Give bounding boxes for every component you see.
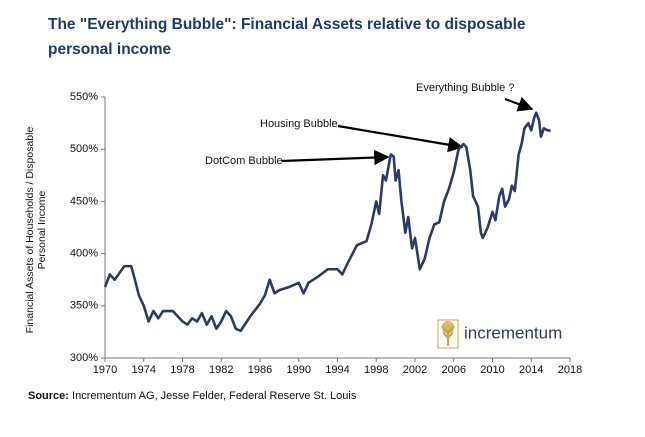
data-line — [103, 111, 551, 333]
y-tick-label: 300% — [70, 352, 98, 364]
arrow — [281, 149, 390, 166]
x-tick-label: 2018 — [558, 364, 582, 376]
x-tick-label: 2002 — [403, 364, 427, 376]
logo-text: incrementum — [464, 323, 562, 342]
logo: incrementum — [437, 319, 562, 349]
x-tick-label: 1998 — [364, 364, 388, 376]
source-label: Source: — [28, 390, 69, 402]
chart-title: The "Everything Bubble": Financial Asset… — [48, 16, 526, 58]
y-axis-label: Financial Assets of Households / Disposa… — [24, 126, 48, 334]
x-tick-label: 2006 — [442, 364, 466, 376]
source: Source: Incrementum AG, Jesse Felder, Fe… — [28, 390, 356, 402]
x-tick-label: 1982 — [209, 364, 233, 376]
annotation: Everything Bubble ? — [416, 82, 514, 94]
x-tick-label: 1986 — [248, 364, 272, 376]
x-tick-label: 1974 — [132, 364, 156, 376]
x-tick-label: 2014 — [519, 364, 543, 376]
x-tick-label: 1978 — [170, 364, 194, 376]
arrow — [504, 96, 534, 112]
x-tick-label: 1970 — [93, 364, 117, 376]
source-text: Incrementum AG, Jesse Felder, Federal Re… — [72, 390, 357, 402]
annotation: Housing Bubble — [260, 118, 338, 130]
x-tick-label: 2010 — [480, 364, 504, 376]
y-tick-label: 550% — [70, 91, 98, 103]
y-tick-label: 500% — [70, 143, 98, 155]
arrow — [337, 124, 464, 153]
x-tick-label: 1994 — [325, 364, 349, 376]
y-tick-label: 350% — [70, 300, 98, 312]
logo-crown — [442, 321, 454, 333]
annotation: DotCom Bubble — [205, 155, 283, 167]
y-tick-label: 450% — [70, 195, 98, 207]
y-tick-label: 400% — [70, 248, 98, 260]
x-tick-label: 1990 — [287, 364, 311, 376]
